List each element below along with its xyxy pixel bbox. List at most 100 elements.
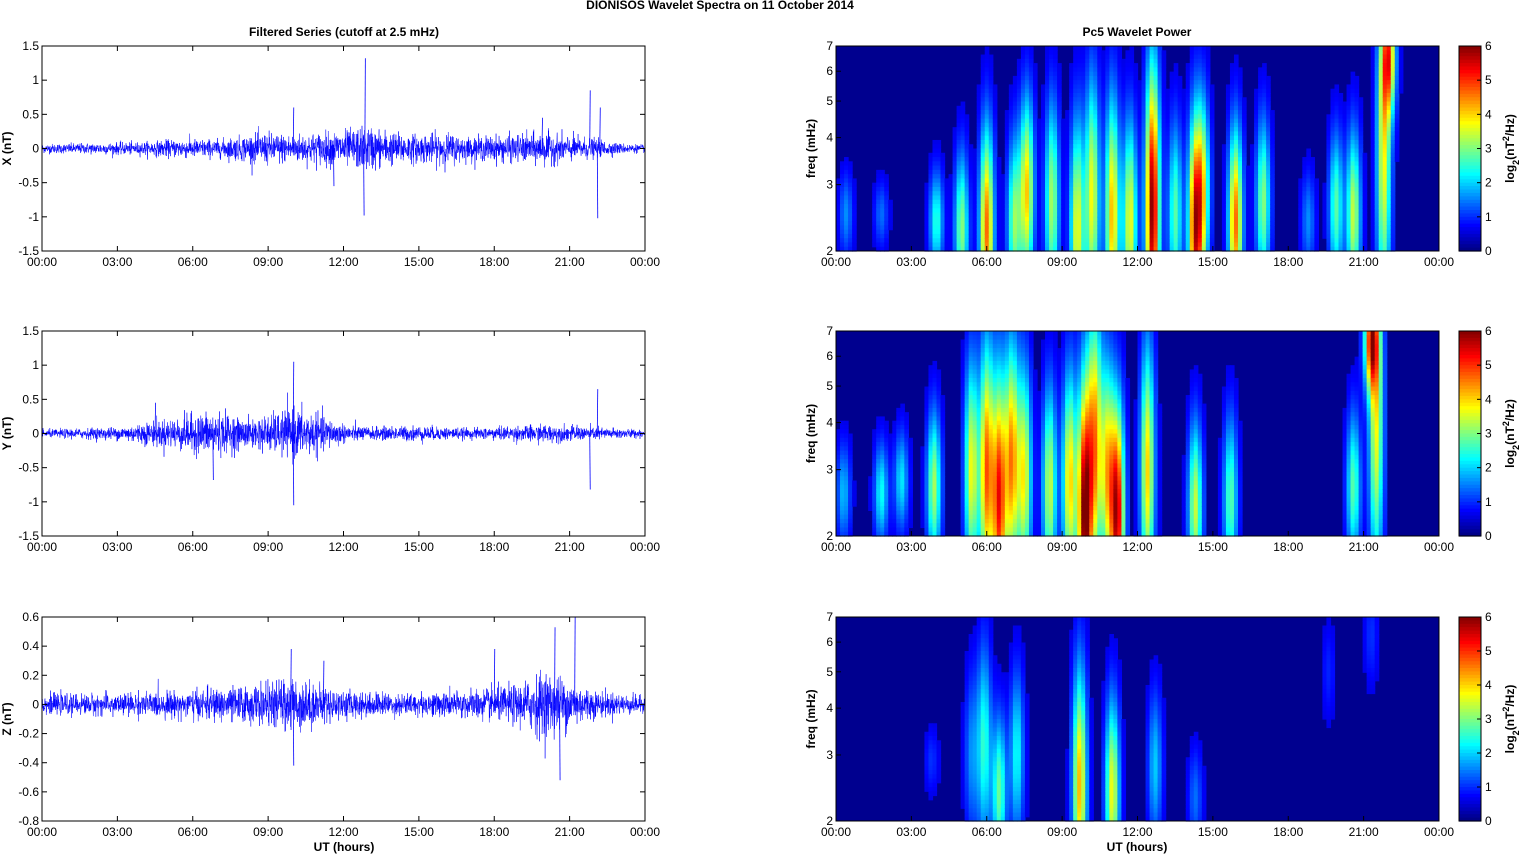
heatmap-cell [1129,161,1135,167]
heatmap-cell [1233,229,1239,235]
heatmap-cell [884,186,889,192]
heatmap-cell [1089,233,1094,239]
heatmap-cell [1161,212,1167,218]
heatmap-cell [936,157,942,162]
heatmap-cell [1250,229,1255,235]
heatmap-cell [1157,229,1163,235]
heatmap-cell [1012,88,1018,94]
heatmap-cell [1032,186,1038,192]
heatmap-cell [1197,182,1203,188]
heatmap-cell [1197,92,1203,98]
heatmap-cell [1398,58,1404,64]
heatmap-cell [1049,84,1054,90]
heatmap-cell [1117,216,1123,222]
heatmap-cell [1061,233,1066,239]
heatmap-cell [1173,182,1179,188]
heatmap-cell [1165,233,1171,239]
heatmap-cell [1065,204,1070,209]
heatmap-cell [1197,122,1203,128]
heatmap-cell [1141,161,1147,167]
heatmap-cell [1386,122,1392,128]
heatmap-cell [1185,212,1191,218]
heatmap-cell [1262,165,1267,171]
heatmap-cell [1012,246,1018,252]
heatmap-cell [1053,58,1058,64]
heatmap-cell [932,221,938,226]
heatmap-cell [1189,67,1195,73]
heatmap-cell [1097,238,1102,244]
heatmap-cell [1233,212,1239,218]
heatmap-cell [836,246,841,252]
heatmap-cell [936,186,942,192]
heatmap-cell [1197,191,1203,197]
heatmap-cell [1020,178,1026,184]
heatmap-cell [1177,131,1183,137]
heatmap-cell [1097,97,1102,103]
heatmap-cell [984,182,990,188]
heatmap-cell [960,118,966,124]
heatmap-cell [1004,182,1010,188]
heatmap-cell [1145,105,1151,111]
heatmap-cell [1342,204,1348,209]
heatmap-cell [1057,182,1062,188]
heatmap-cell [1374,46,1380,51]
heatmap-cell [1145,80,1151,86]
heatmap-cell [1394,152,1400,158]
heatmap-cell [964,148,970,154]
heatmap-cell [1233,110,1239,115]
heatmap-cell [1390,199,1396,205]
heatmap-cell [1378,186,1384,192]
heatmap-cell [1045,139,1050,145]
heatmap-cell [1181,139,1187,145]
heatmap-cell [1225,92,1231,98]
heatmap-cell [1012,114,1018,120]
heatmap-cell [1185,169,1191,175]
spike [589,433,591,490]
heatmap-cell [1053,105,1058,111]
heatmap-cell [976,195,982,201]
heatmap-cell [1270,186,1275,192]
heatmap-cell [1037,148,1042,154]
heatmap-cell [1161,105,1167,111]
heatmap-cell [876,497,881,503]
heatmap-cell [1057,71,1062,77]
heatmap-cell [1045,50,1050,56]
heatmap-cell [1354,225,1360,231]
heatmap-cell [1258,84,1263,90]
heatmap-cell [880,506,885,511]
heatmap-cell [1129,199,1135,205]
heatmap-cell [900,429,905,435]
spike [212,433,214,480]
heatmap-cell [852,238,857,244]
heatmap-cell [1382,105,1388,111]
heatmap-cell [1101,92,1106,98]
heatmap-cell [996,233,1002,239]
heatmap-cell [1250,216,1255,222]
heatmap-cell [1133,233,1139,239]
heatmap-cell [1012,157,1018,162]
heatmap-cell [1125,54,1131,60]
heatmap-cell [1386,157,1392,162]
heatmap-cell [1165,195,1171,201]
heatmap-cell [1209,118,1215,124]
y-tick-label: -0.8 [18,814,39,828]
heatmap-cell [896,424,901,430]
heatmap-cell [1061,139,1066,145]
heatmap-cell [1133,178,1139,184]
heatmap-cell [1197,212,1203,218]
heatmap-cell [1262,101,1267,107]
heatmap-cell [1398,50,1404,56]
heatmap-cell [848,178,853,184]
heatmap-cell [1137,80,1143,86]
heatmap-cell [1041,97,1046,103]
heatmap-cell [1334,169,1340,175]
heatmap-cell [1101,191,1106,197]
heatmap-cell [952,127,958,133]
heatmap-cell [988,92,994,98]
heatmap-cell [1004,139,1010,145]
heatmap-cell [876,242,881,248]
heatmap-cell [976,169,982,175]
heatmap-cell [1250,204,1255,209]
heatmap-cell [1085,127,1090,133]
heatmap-cell [1233,63,1239,68]
